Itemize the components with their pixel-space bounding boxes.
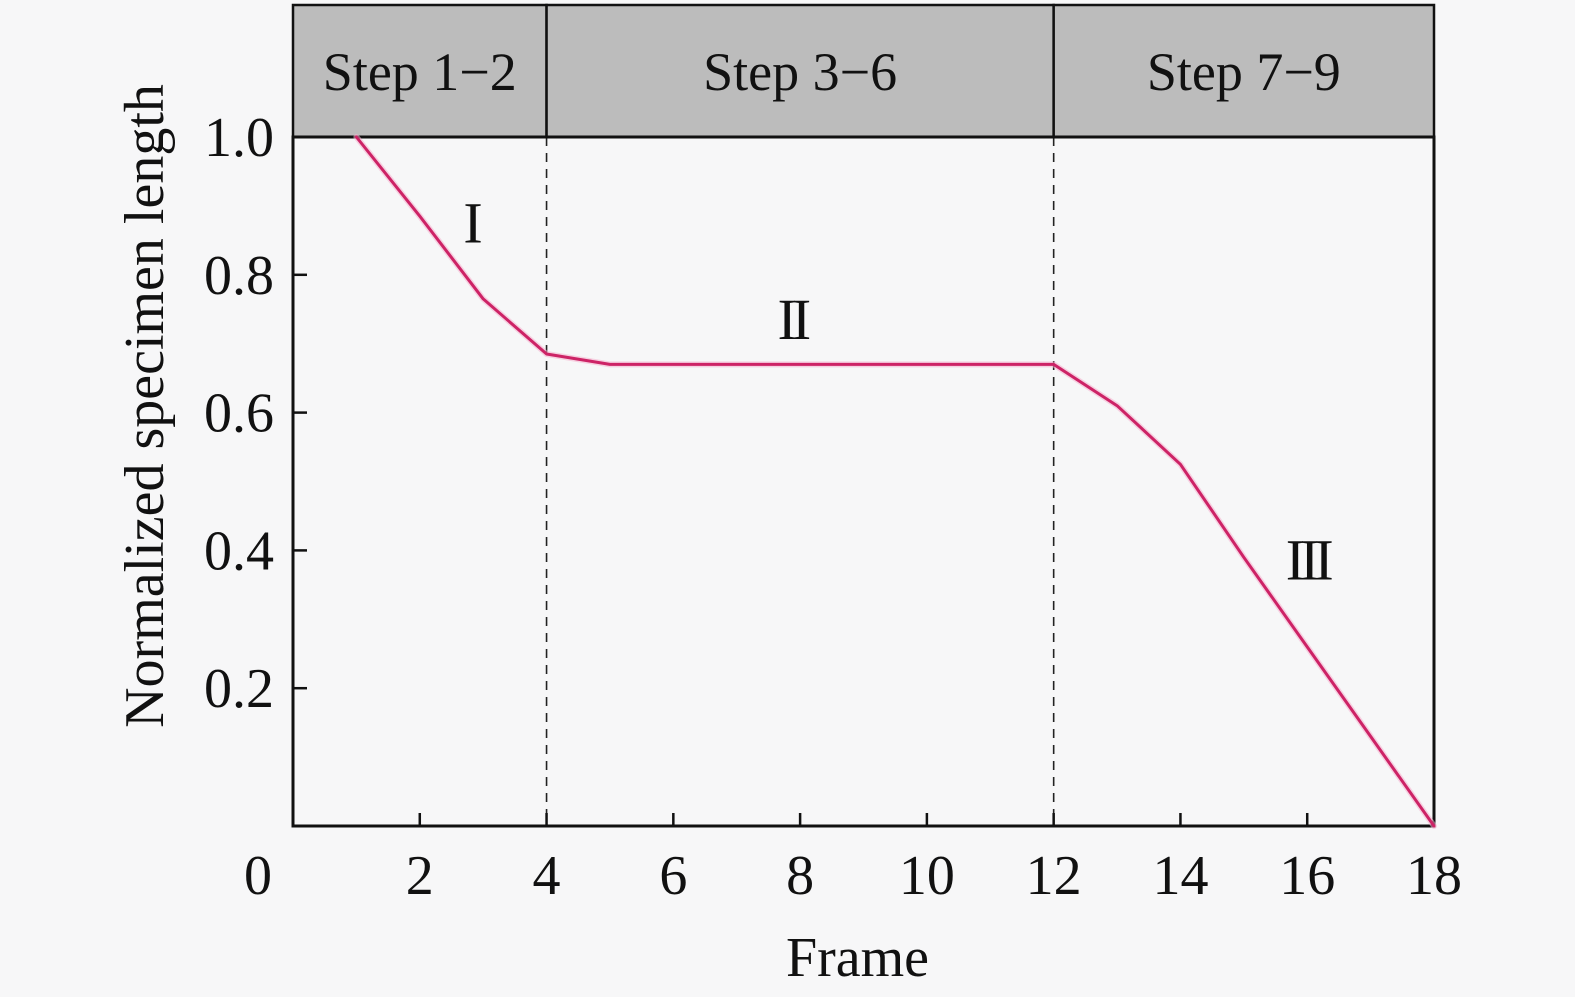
- x-tick-label: 2: [406, 845, 434, 907]
- y-tick-label: 1.0: [204, 107, 274, 169]
- step-band: [545, 3, 1055, 139]
- x-tick-label: 8: [786, 845, 814, 907]
- specimen-length-curve: [354, 135, 1436, 828]
- stage-region-label: I: [463, 191, 481, 256]
- step-band: [291, 3, 548, 139]
- plot-frame: [291, 135, 1436, 828]
- y-tick-label: 0.2: [204, 658, 274, 720]
- x-tick-label: 14: [1152, 845, 1208, 907]
- x-tick-label: 10: [899, 845, 955, 907]
- y-tick-label: 0.8: [204, 245, 274, 307]
- x-tick-label: 12: [1026, 845, 1082, 907]
- specimen-length-curve-halo: [353, 134, 1437, 829]
- x-tick-label: 18: [1406, 845, 1462, 907]
- x-tick-label: 16: [1279, 845, 1335, 907]
- x-tick-label: 0: [244, 845, 272, 907]
- step-band-label: Step 3−6: [703, 42, 897, 102]
- step-band: [1052, 3, 1436, 139]
- step-band-label: Step 1−2: [323, 42, 517, 102]
- x-axis-title: Frame: [786, 927, 929, 989]
- stage-region-label: II: [778, 287, 810, 352]
- y-axis-title: Normalized specimen length: [114, 84, 176, 728]
- y-tick-label: 0.4: [204, 520, 274, 582]
- y-tick-label: 0.6: [204, 383, 274, 445]
- x-tick-label: 6: [659, 845, 687, 907]
- step-band-label: Step 7−9: [1147, 42, 1341, 102]
- stage-region-label: III: [1286, 528, 1333, 593]
- x-tick-label: 4: [533, 845, 561, 907]
